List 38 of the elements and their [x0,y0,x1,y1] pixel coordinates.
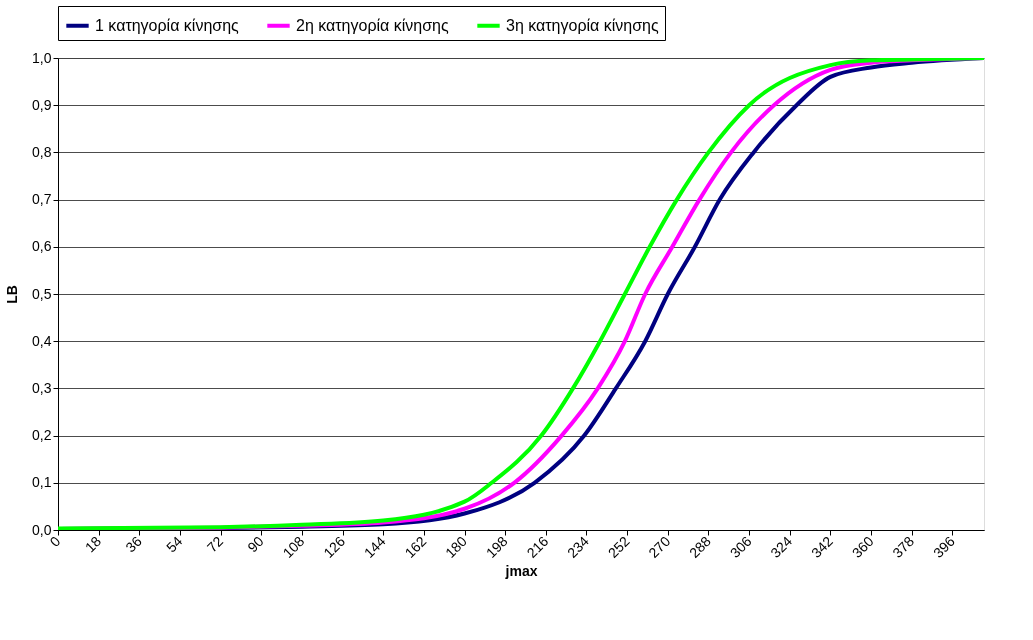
x-tick-label: 90 [244,532,267,556]
x-tick-label: 54 [163,532,186,556]
y-tick-label: 0,0 [32,521,52,538]
y-axis-title: LB [4,285,21,304]
x-tick-label: 378 [889,532,918,561]
x-axis-title: jmax [504,562,538,579]
x-tick-label: 108 [279,532,308,561]
x-tick-label: 396 [930,532,958,561]
x-tick-label: 252 [604,532,633,561]
y-tick-label: 0,3 [32,379,52,396]
legend-label: 3η κατηγορία κίνησης [506,16,659,34]
y-tick-label: 0,8 [32,143,52,160]
x-tick-label: 324 [767,532,796,561]
x-tick-label: 36 [122,532,145,556]
x-tick-label: 162 [401,532,430,561]
y-tick-label: 0,2 [32,427,52,444]
y-tick-label: 0,1 [32,474,52,491]
y-tick-label: 0,6 [32,238,52,255]
x-tick-label: 144 [360,532,389,561]
y-tick-label: 0,7 [32,191,52,208]
legend-label: 2η κατηγορία κίνησης [296,16,449,34]
x-tick-label: 270 [645,532,674,561]
x-tick-label: 216 [523,532,552,561]
x-tick-label: 360 [848,532,877,561]
x-tick-label: 126 [320,532,349,561]
x-tick-label: 198 [482,532,511,561]
y-tick-label: 0,5 [32,285,52,302]
x-tick-label: 234 [564,532,593,561]
y-tick-label: 0,9 [32,96,52,113]
x-tick-label: 288 [686,532,715,561]
x-tick-label: 18 [81,532,105,556]
y-tick-label: 1,0 [32,49,52,66]
y-tick-label: 0,4 [32,332,52,349]
x-tick-label: 342 [808,532,837,561]
x-tick-label: 306 [726,532,755,561]
x-tick-label: 180 [442,532,471,561]
legend-label: 1 κατηγορία κίνησης [95,16,240,34]
x-tick-label: 72 [203,532,227,556]
